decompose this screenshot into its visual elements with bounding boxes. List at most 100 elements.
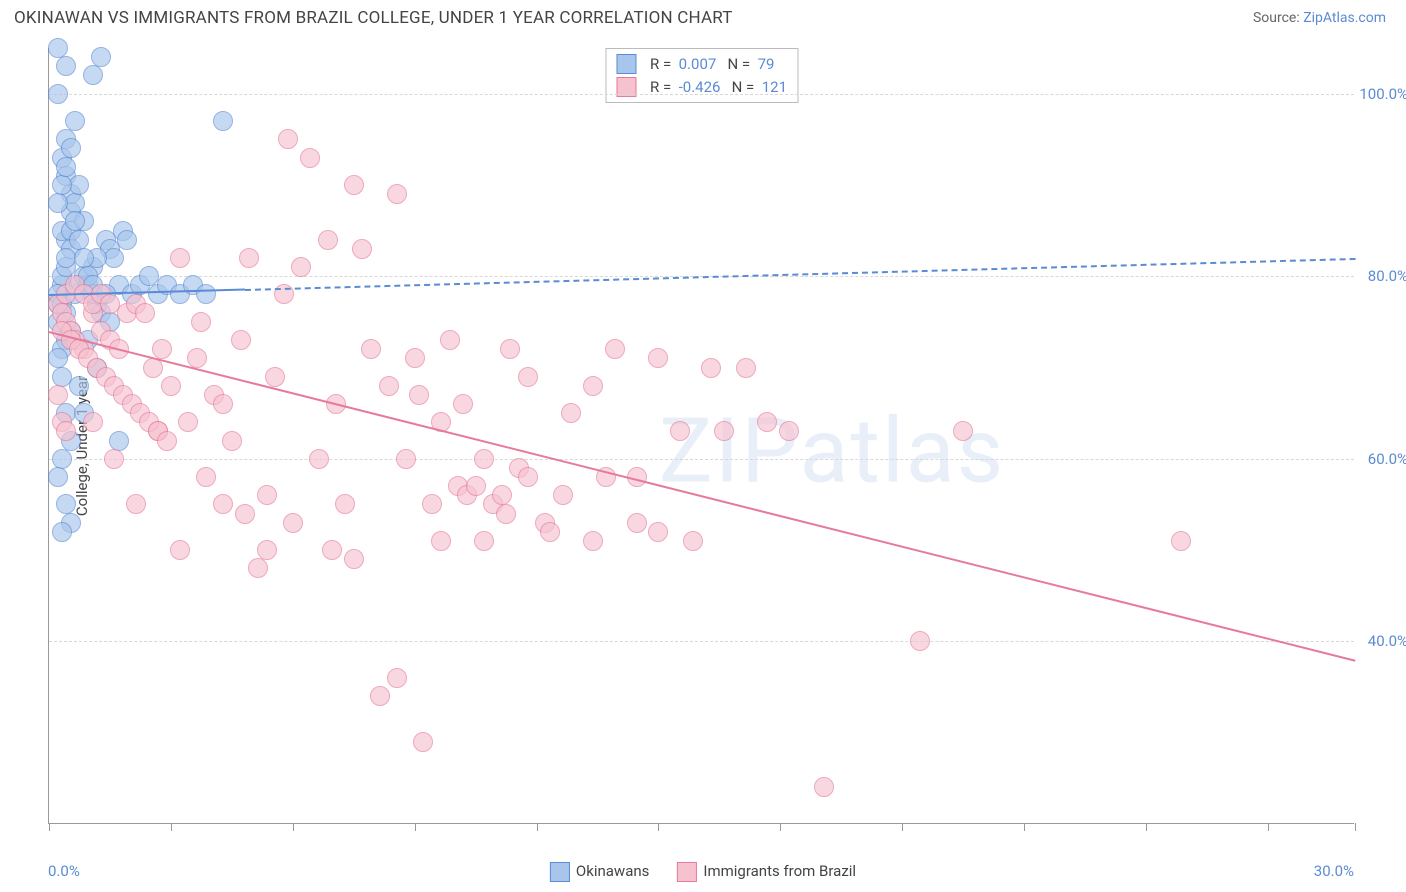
data-point [344,175,364,195]
legend-stats: R = 0.007 N = 79 [650,53,774,76]
data-point [91,47,111,67]
data-point [83,65,103,85]
data-point [48,348,68,368]
data-point [52,449,72,469]
data-point [48,84,68,104]
data-point [605,339,625,359]
legend-swatch [550,862,570,882]
data-point [117,230,137,250]
data-point [344,549,364,569]
data-point [152,339,172,359]
data-point [265,367,285,387]
data-point [361,339,381,359]
x-tick [780,823,781,831]
x-tick [415,823,416,831]
data-point [396,449,416,469]
chart-title: OKINAWAN VS IMMIGRANTS FROM BRAZIL COLLE… [14,8,733,28]
source-link[interactable]: ZipAtlas.com [1303,10,1386,26]
data-point [48,467,68,487]
y-tick-label: 80.0% [1368,267,1406,285]
data-point [56,421,76,441]
data-point [648,522,668,542]
data-point [65,211,85,231]
data-point [953,421,973,441]
data-point [257,540,277,560]
correlation-legend: R = 0.007 N = 79R = -0.426 N = 121 [605,48,798,103]
data-point [910,631,930,651]
data-point [196,284,216,304]
data-point [196,467,216,487]
data-point [83,412,103,432]
legend-row: R = 0.007 N = 79 [616,53,787,76]
data-point [540,522,560,542]
data-point [496,504,516,524]
y-tick-label: 60.0% [1368,450,1406,468]
data-point [48,385,68,405]
data-point [69,376,89,396]
data-point [69,175,89,195]
data-point [213,111,233,131]
legend-label: Immigrants from Brazil [703,862,856,880]
y-tick-label: 100.0% [1359,85,1406,103]
data-point [474,531,494,551]
x-tick [49,823,50,831]
x-axis-min-label: 0.0% [48,862,80,880]
data-point [492,485,512,505]
scatter-chart: ZIPatlas R = 0.007 N = 79R = -0.426 N = … [48,48,1354,824]
x-tick [1268,823,1269,831]
data-point [56,56,76,76]
legend-swatch [677,862,697,882]
gridline [49,459,1354,460]
x-tick [658,823,659,831]
data-point [431,531,451,551]
data-point [100,294,120,314]
data-point [178,412,198,432]
data-point [518,367,538,387]
data-point [283,513,303,533]
data-point [405,348,425,368]
data-point [161,376,181,396]
data-point [291,257,311,277]
data-point [65,193,85,213]
data-point [440,330,460,350]
x-tick [1146,823,1147,831]
legend-label: Okinawans [576,862,649,880]
data-point [500,339,520,359]
data-point [187,348,207,368]
data-point [52,175,72,195]
data-point [714,421,734,441]
gridline [49,94,1354,95]
trend-line [49,331,1355,662]
data-point [300,148,320,168]
data-point [814,777,834,797]
gridline [49,641,1354,642]
data-point [104,248,124,268]
data-point [135,303,155,323]
data-point [474,449,494,469]
data-point [335,494,355,514]
x-tick [1024,823,1025,831]
data-point [248,558,268,578]
x-tick [537,823,538,831]
data-point [701,358,721,378]
series-legend: Okinawans Immigrants from Brazil [550,862,856,882]
data-point [235,504,255,524]
data-point [191,312,211,332]
data-point [52,522,72,542]
chart-header: OKINAWAN VS IMMIGRANTS FROM BRAZIL COLLE… [0,0,1406,36]
x-tick [171,823,172,831]
data-point [222,431,242,451]
data-point [561,403,581,423]
trend-line [245,258,1355,291]
data-point [1171,531,1191,551]
data-point [109,431,129,451]
data-point [56,494,76,514]
data-point [422,494,442,514]
data-point [518,467,538,487]
x-axis-max-label: 30.0% [1314,862,1354,880]
data-point [409,385,429,405]
data-point [736,358,756,378]
legend-item: Immigrants from Brazil [677,862,856,882]
data-point [583,531,603,551]
x-tick [902,823,903,831]
